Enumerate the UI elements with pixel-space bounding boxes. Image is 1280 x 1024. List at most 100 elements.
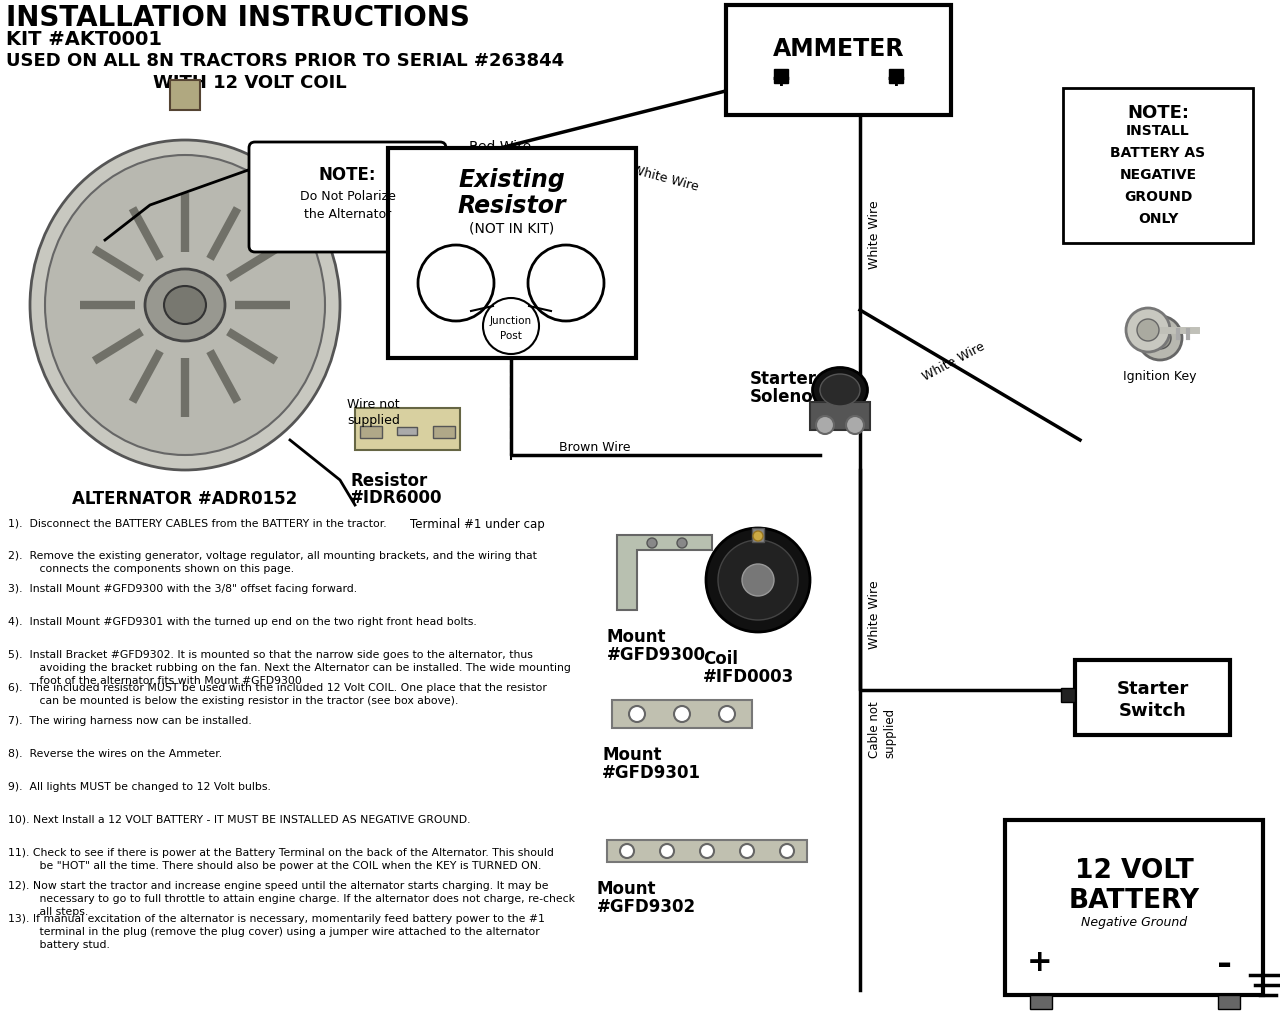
Text: Battery Terminal: Battery Terminal xyxy=(152,170,221,245)
Text: Red Wire: Red Wire xyxy=(468,140,531,154)
Text: Wire not: Wire not xyxy=(347,398,399,411)
Text: #GFD9301: #GFD9301 xyxy=(602,764,701,782)
Ellipse shape xyxy=(145,269,225,341)
Text: Resistor: Resistor xyxy=(458,194,566,218)
Circle shape xyxy=(660,844,675,858)
Text: Switch: Switch xyxy=(1119,702,1187,720)
Text: 13). If manual excitation of the alternator is necessary, momentarily feed batte: 13). If manual excitation of the alterna… xyxy=(8,914,545,950)
Text: White Wire: White Wire xyxy=(868,200,881,268)
Text: 1).  Disconnect the BATTERY CABLES from the BATTERY in the tractor.: 1). Disconnect the BATTERY CABLES from t… xyxy=(8,518,387,528)
Circle shape xyxy=(719,706,735,722)
Text: GROUND: GROUND xyxy=(1124,190,1192,204)
Text: 6).  The included resistor MUST be used with the included 12 Volt COIL. One plac: 6). The included resistor MUST be used w… xyxy=(8,683,547,707)
Ellipse shape xyxy=(813,368,868,413)
Text: WITH 12 VOLT COIL: WITH 12 VOLT COIL xyxy=(154,74,347,92)
Text: BATTERY: BATTERY xyxy=(1069,888,1199,914)
Ellipse shape xyxy=(45,155,325,455)
Text: Brown Wire: Brown Wire xyxy=(559,441,631,454)
Circle shape xyxy=(846,416,864,434)
Text: 12 VOLT: 12 VOLT xyxy=(1075,858,1193,884)
Circle shape xyxy=(1149,327,1171,349)
Circle shape xyxy=(700,844,714,858)
Text: Mount: Mount xyxy=(602,746,662,764)
Bar xyxy=(810,402,870,430)
Text: 8).  Reverse the wires on the Ammeter.: 8). Reverse the wires on the Ammeter. xyxy=(8,749,223,759)
Bar xyxy=(890,69,902,83)
Text: Starter: Starter xyxy=(750,370,817,388)
Circle shape xyxy=(628,706,645,722)
Bar xyxy=(1030,995,1052,1009)
Text: NOTE:: NOTE: xyxy=(1126,104,1189,122)
Text: White Wire: White Wire xyxy=(868,580,881,648)
Bar xyxy=(433,426,454,438)
Circle shape xyxy=(646,538,657,548)
Text: 5).  Install Bracket #GFD9302. It is mounted so that the narrow side goes to the: 5). Install Bracket #GFD9302. It is moun… xyxy=(8,650,571,686)
Ellipse shape xyxy=(29,140,340,470)
Text: 4).  Install Mount #GFD9301 with the turned up end on the two right front head b: 4). Install Mount #GFD9301 with the turn… xyxy=(8,617,476,627)
Text: #IFD0003: #IFD0003 xyxy=(703,668,795,686)
Text: Solenoid: Solenoid xyxy=(750,388,831,406)
Bar xyxy=(1005,820,1263,995)
Text: Terminal #1 under cap: Terminal #1 under cap xyxy=(410,518,545,531)
Bar xyxy=(1061,688,1075,702)
Circle shape xyxy=(740,844,754,858)
Text: USED ON ALL 8N TRACTORS PRIOR TO SERIAL #263844: USED ON ALL 8N TRACTORS PRIOR TO SERIAL … xyxy=(6,52,564,70)
Text: Negative Ground: Negative Ground xyxy=(1080,916,1187,929)
Bar xyxy=(1062,88,1253,243)
Circle shape xyxy=(675,706,690,722)
Text: the Alternator: the Alternator xyxy=(303,208,392,221)
Text: -: - xyxy=(1217,948,1233,982)
Text: Coil: Coil xyxy=(703,650,739,668)
Ellipse shape xyxy=(164,286,206,324)
Bar xyxy=(360,426,381,438)
Text: +: + xyxy=(886,67,906,91)
Text: +: + xyxy=(771,67,791,91)
Text: ALTERNATOR #ADR0152: ALTERNATOR #ADR0152 xyxy=(73,490,298,508)
Bar xyxy=(397,427,417,435)
Text: ONLY: ONLY xyxy=(1138,212,1178,226)
Text: #IDR6000: #IDR6000 xyxy=(349,489,443,507)
Text: 10). Next Install a 12 VOLT BATTERY - IT MUST BE INSTALLED AS NEGATIVE GROUND.: 10). Next Install a 12 VOLT BATTERY - IT… xyxy=(8,815,471,825)
Text: Do Not Polarize: Do Not Polarize xyxy=(300,190,396,203)
Circle shape xyxy=(742,564,774,596)
Ellipse shape xyxy=(820,374,860,406)
Text: Resistor: Resistor xyxy=(349,472,428,490)
Text: supplied: supplied xyxy=(347,414,399,427)
Bar xyxy=(1075,660,1230,735)
Text: AMMETER: AMMETER xyxy=(773,37,904,61)
Text: NOTE:: NOTE: xyxy=(319,166,376,184)
Text: 2).  Remove the existing generator, voltage regulator, all mounting brackets, an: 2). Remove the existing generator, volta… xyxy=(8,551,536,574)
Text: Post: Post xyxy=(500,331,522,341)
Text: NEGATIVE: NEGATIVE xyxy=(1120,168,1197,182)
Circle shape xyxy=(753,531,763,541)
Text: 11). Check to see if there is power at the Battery Terminal on the back of the A: 11). Check to see if there is power at t… xyxy=(8,848,554,871)
Bar xyxy=(607,840,806,862)
Circle shape xyxy=(817,416,835,434)
Text: White Wire: White Wire xyxy=(920,340,987,384)
Text: Existing: Existing xyxy=(458,168,566,193)
Circle shape xyxy=(1126,308,1170,352)
Circle shape xyxy=(707,528,810,632)
Bar xyxy=(774,69,788,83)
Text: 9).  All lights MUST be changed to 12 Volt bulbs.: 9). All lights MUST be changed to 12 Vol… xyxy=(8,782,271,792)
Bar xyxy=(388,148,636,358)
Polygon shape xyxy=(617,535,712,610)
Text: Mount: Mount xyxy=(607,628,667,646)
Circle shape xyxy=(718,540,797,620)
Text: INSTALLATION INSTRUCTIONS: INSTALLATION INSTRUCTIONS xyxy=(6,4,470,32)
Text: BATTERY AS: BATTERY AS xyxy=(1111,146,1206,160)
Text: 12). Now start the tractor and increase engine speed until the alternator starts: 12). Now start the tractor and increase … xyxy=(8,881,575,918)
Text: #GFD9302: #GFD9302 xyxy=(596,898,696,916)
Text: 3).  Install Mount #GFD9300 with the 3/8" offset facing forward.: 3). Install Mount #GFD9300 with the 3/8"… xyxy=(8,584,357,594)
Text: Ignition Key: Ignition Key xyxy=(1124,370,1197,383)
Text: Mount: Mount xyxy=(596,880,657,898)
Text: +: + xyxy=(1027,948,1053,977)
Text: Junction: Junction xyxy=(490,316,532,326)
Circle shape xyxy=(620,844,634,858)
Bar xyxy=(355,408,460,450)
Bar xyxy=(726,5,951,115)
Text: INSTALL: INSTALL xyxy=(1126,124,1190,138)
Text: White Wire: White Wire xyxy=(630,163,700,194)
Text: KIT #AKT0001: KIT #AKT0001 xyxy=(6,30,163,49)
Text: 7).  The wiring harness now can be installed.: 7). The wiring harness now can be instal… xyxy=(8,716,252,726)
